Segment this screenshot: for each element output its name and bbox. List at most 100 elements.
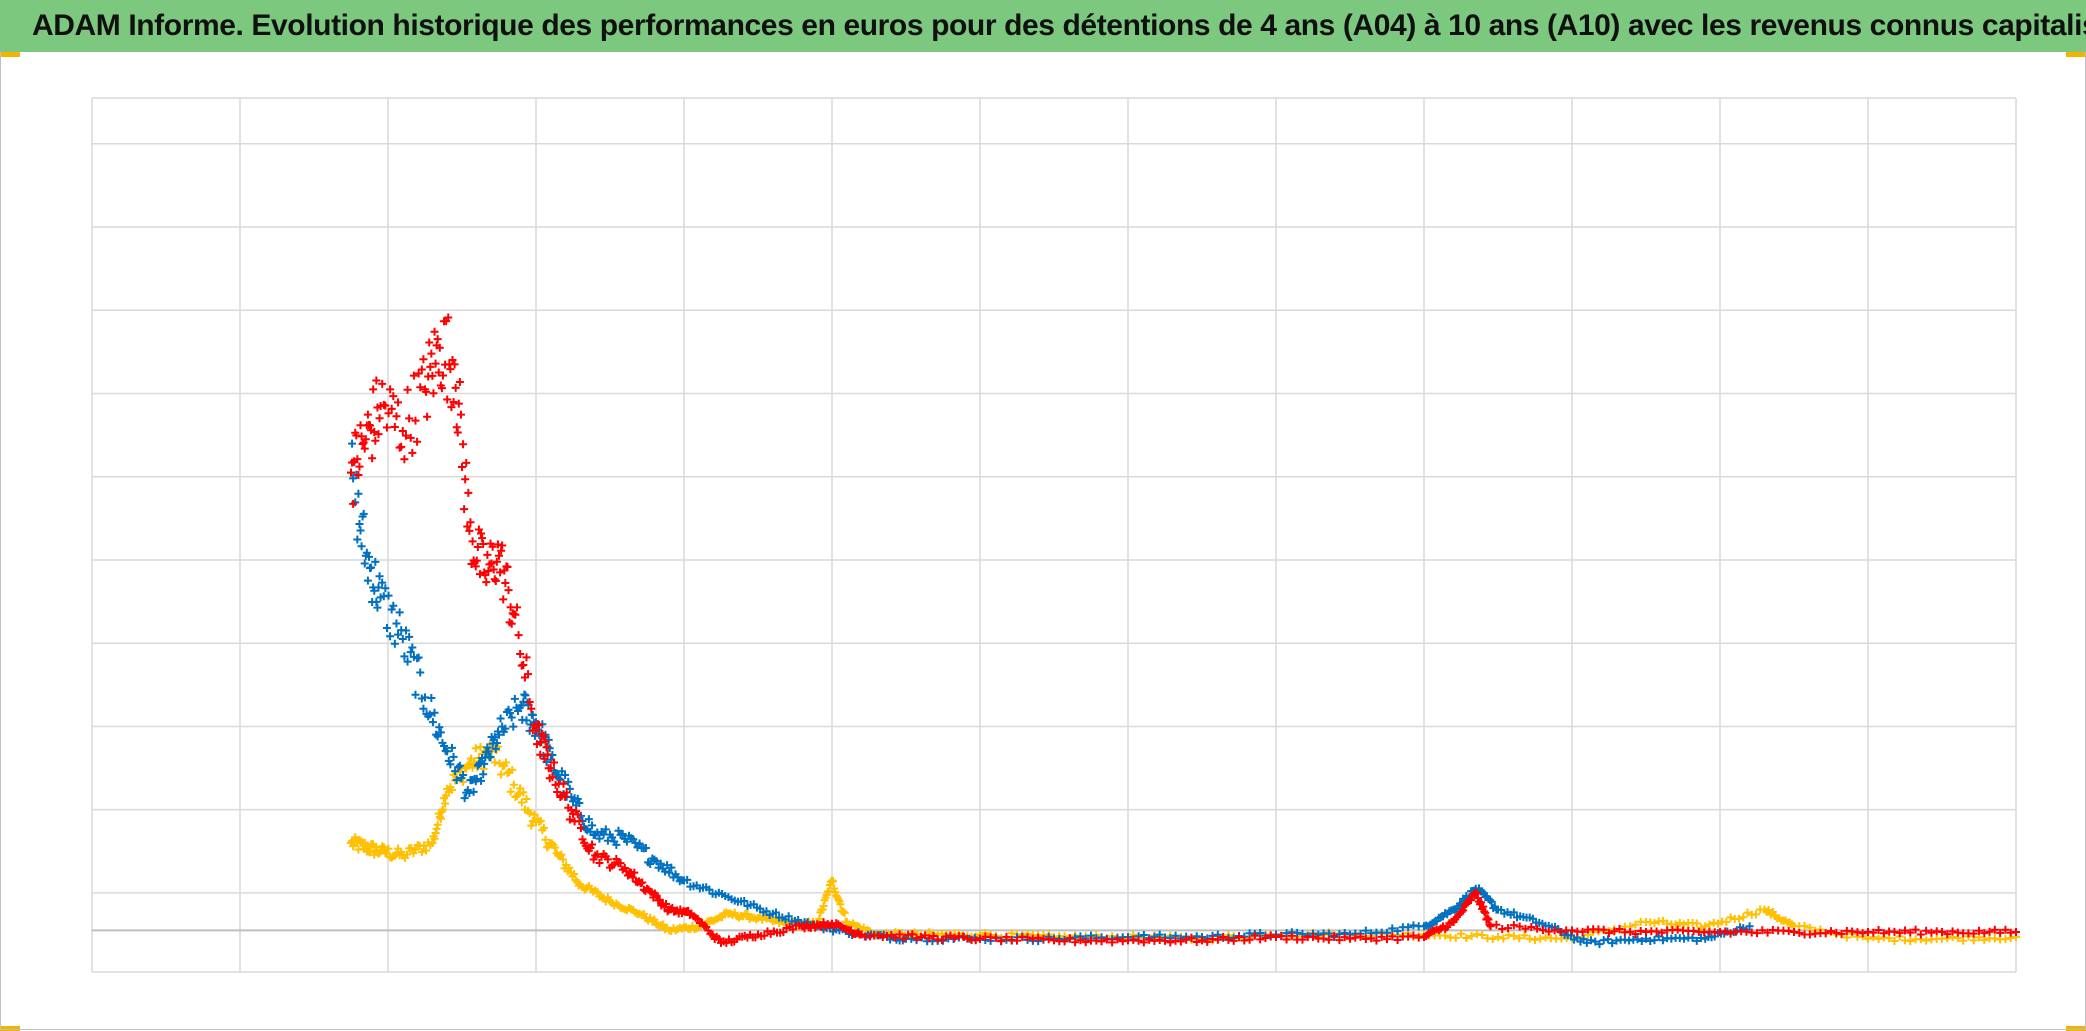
data-point xyxy=(1515,934,1524,943)
data-point xyxy=(362,548,371,557)
data-point xyxy=(375,572,384,581)
data-point xyxy=(1969,936,1978,945)
data-point xyxy=(461,475,470,484)
data-point xyxy=(1631,929,1640,938)
data-point xyxy=(556,775,565,784)
data-point xyxy=(740,896,749,905)
data-point xyxy=(588,821,597,830)
data-point xyxy=(565,863,574,872)
data-point xyxy=(395,608,404,617)
data-point xyxy=(381,584,390,593)
data-point xyxy=(1404,923,1413,932)
data-point xyxy=(510,694,519,703)
data-point xyxy=(411,416,420,425)
data-point xyxy=(423,412,432,421)
data-point xyxy=(519,788,528,797)
data-point xyxy=(366,848,375,857)
data-point xyxy=(588,840,597,849)
data-point xyxy=(1494,933,1502,942)
data-point xyxy=(1346,934,1354,943)
data-point xyxy=(474,525,483,534)
data-point xyxy=(353,455,362,464)
data-point xyxy=(1631,920,1640,929)
data-point xyxy=(959,932,968,941)
data-point xyxy=(1393,935,1402,944)
data-point xyxy=(652,891,661,900)
data-point xyxy=(1272,933,1280,942)
data-point xyxy=(358,440,367,449)
data-point xyxy=(1441,931,1450,940)
data-point xyxy=(367,563,376,572)
data-point xyxy=(501,579,510,588)
data-point xyxy=(472,556,481,565)
data-point xyxy=(470,757,479,766)
data-point xyxy=(840,908,849,917)
data-point xyxy=(1487,897,1496,906)
data-point xyxy=(925,934,934,943)
data-point xyxy=(372,376,381,385)
data-point xyxy=(1219,932,1228,941)
data-point xyxy=(407,844,416,853)
data-point xyxy=(428,838,437,847)
data-point xyxy=(618,829,627,838)
data-point xyxy=(478,534,487,543)
data-point xyxy=(1764,905,1773,914)
data-point xyxy=(1608,939,1617,948)
data-point xyxy=(1879,929,1888,938)
data-point xyxy=(392,412,401,421)
data-point xyxy=(1457,907,1466,916)
data-point xyxy=(417,848,426,857)
data-point xyxy=(553,788,562,797)
data-point xyxy=(1726,913,1735,922)
data-point xyxy=(482,578,491,587)
data-point xyxy=(616,859,625,868)
data-point xyxy=(1060,937,1069,946)
data-point xyxy=(408,448,417,457)
data-point xyxy=(1483,914,1492,923)
data-point xyxy=(389,392,398,401)
data-point xyxy=(356,526,365,535)
data-point xyxy=(601,825,610,834)
data-point xyxy=(477,776,486,785)
data-point xyxy=(1134,936,1143,945)
data-point xyxy=(449,397,458,406)
data-point xyxy=(630,868,639,877)
data-point xyxy=(1805,923,1814,932)
data-point xyxy=(382,423,391,432)
data-point xyxy=(1071,938,1080,947)
data-point xyxy=(349,499,358,508)
data-point xyxy=(1187,934,1196,943)
data-point xyxy=(348,439,357,448)
data-point xyxy=(1705,920,1714,929)
data-point xyxy=(522,653,531,662)
data-point xyxy=(997,937,1006,946)
data-point xyxy=(492,739,501,748)
series-3 xyxy=(347,313,2020,947)
data-point xyxy=(646,859,655,868)
gridlines xyxy=(91,97,2017,973)
data-point xyxy=(567,805,576,814)
data-point xyxy=(375,414,384,423)
data-point xyxy=(539,732,548,741)
data-point xyxy=(463,522,472,531)
data-point xyxy=(452,776,461,785)
data-point xyxy=(359,509,368,518)
data-point xyxy=(447,403,456,412)
data-point xyxy=(525,809,534,818)
data-point xyxy=(438,805,447,814)
data-point xyxy=(1959,936,1968,945)
data-point xyxy=(384,409,393,418)
data-point xyxy=(549,758,558,767)
data-point xyxy=(419,704,428,713)
data-point xyxy=(406,648,415,657)
data-point xyxy=(1007,929,1016,938)
data-point xyxy=(1858,929,1867,938)
data-point xyxy=(1636,927,1645,936)
data-point xyxy=(1582,938,1591,947)
data-point xyxy=(819,902,828,911)
data-point xyxy=(363,576,372,585)
data-point xyxy=(1688,933,1697,942)
data-point xyxy=(1763,928,1772,937)
data-point xyxy=(836,900,845,909)
data-point xyxy=(1927,928,1936,937)
